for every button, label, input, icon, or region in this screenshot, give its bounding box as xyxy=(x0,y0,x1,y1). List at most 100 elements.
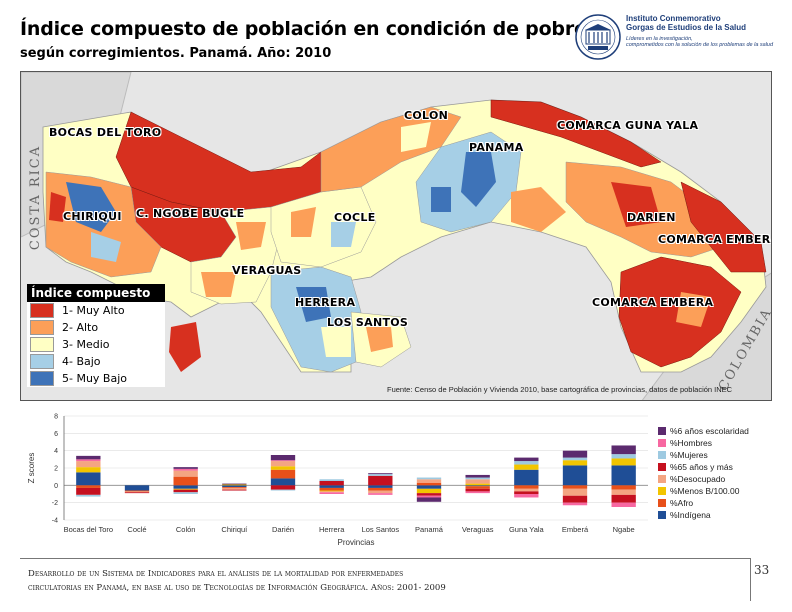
label-colon: COLON xyxy=(404,109,449,122)
chart-legend-swatch xyxy=(658,427,666,435)
y-tick-label: -2 xyxy=(52,500,58,507)
legend-title: Índice compuesto xyxy=(27,284,165,302)
logo-line-1: Instituto Conmemorativo xyxy=(626,14,721,23)
bar-segment xyxy=(416,485,442,489)
bar-segment xyxy=(368,473,393,475)
zscore-chart: -4 -2 0 2 4 6 8 Z scores Bocas del Toro Coclé Coló… xyxy=(20,408,772,553)
label-herrera: HERRERA xyxy=(295,296,356,309)
seal-icon xyxy=(575,14,621,60)
chart-legend-label: %Hombres xyxy=(670,438,712,448)
x-tick-label: Emberá xyxy=(562,525,589,534)
legend-item: 3- Medio xyxy=(27,336,165,353)
legend-item: 1- Muy Alto xyxy=(27,302,165,319)
bar-segment xyxy=(173,489,198,493)
y-tick-label: 2 xyxy=(54,466,58,473)
map-legend: Índice compuesto 1- Muy Alto 2- Alto 3- Me… xyxy=(27,284,165,387)
bar-segment xyxy=(368,475,393,486)
source-note: Fuente: Censo de Población y Vivienda 20… xyxy=(387,385,733,394)
bar-segment xyxy=(562,502,588,506)
chart-legend-label: %65 años y más xyxy=(670,462,733,472)
label-darien: DARIEN xyxy=(627,211,676,224)
map-shapes xyxy=(21,72,771,400)
x-tick-label: Herrera xyxy=(319,525,345,534)
chart-legend-label: %Desocupado xyxy=(670,474,726,484)
bar-segment xyxy=(611,489,636,495)
bar-segment xyxy=(173,470,198,477)
bar-segment xyxy=(368,474,393,476)
bar-segment xyxy=(270,455,296,461)
bar-segment xyxy=(124,492,150,494)
legend-swatch xyxy=(30,320,54,335)
bar-segment xyxy=(611,502,636,507)
bar-segment xyxy=(514,464,539,470)
chart-legend-swatch xyxy=(658,487,666,495)
label-panama: PANAMA xyxy=(469,141,524,154)
x-tick-label: Guna Yala xyxy=(509,525,545,534)
legend-item: 5- Muy Bajo xyxy=(27,370,165,387)
y-tick-label: -4 xyxy=(52,518,58,525)
bar-segment xyxy=(222,489,247,491)
bar-segment xyxy=(368,493,393,495)
x-tick-label: Ngabe xyxy=(613,525,635,534)
bar-segment xyxy=(270,466,296,470)
bar-segment xyxy=(124,490,150,492)
bar-segment xyxy=(76,487,101,495)
legend-swatch xyxy=(30,303,54,318)
legend-item: 2- Alto xyxy=(27,319,165,336)
chart-legend-swatch xyxy=(658,463,666,471)
label-bocas-del-toro: BOCAS DEL TORO xyxy=(49,126,162,139)
x-tick-label: Coclé xyxy=(127,525,146,534)
page-subtitle: según corregimientos. Panamá. Año: 2010 xyxy=(20,46,332,61)
bar-segment xyxy=(514,491,539,494)
label-chiriqui: CHIRIQUI xyxy=(63,210,122,223)
bar-segment xyxy=(319,490,344,492)
legend-label: 4- Bajo xyxy=(62,355,101,368)
bar-segment xyxy=(465,486,490,489)
legend-swatch xyxy=(30,371,54,386)
bar-segment xyxy=(416,488,442,494)
bar-segment xyxy=(319,491,344,493)
bar-segment xyxy=(173,485,198,489)
bar-segment xyxy=(368,485,393,488)
legend-label: 2- Alto xyxy=(62,321,99,334)
x-tick-label: Chiriquí xyxy=(221,525,248,534)
bar-segment xyxy=(611,494,636,503)
label-los-santos: LOS SANTOS xyxy=(327,316,409,329)
bar-segment xyxy=(465,474,490,478)
bar-segment xyxy=(611,454,636,459)
label-comarca-embera-1: COMARCA EMBERA xyxy=(658,233,772,246)
bar-segment xyxy=(270,478,296,486)
bar-segment xyxy=(562,450,588,458)
chart-legend-label: %Mujeres xyxy=(670,450,708,460)
legend-item: 4- Bajo xyxy=(27,353,165,370)
label-comarca-embera-2: COMARCA EMBERA xyxy=(592,296,714,309)
y-axis-label: Z scores xyxy=(27,453,36,484)
bar-segment xyxy=(514,488,539,492)
bar-segment xyxy=(76,494,101,497)
bar-segment xyxy=(416,477,442,480)
chart-legend-label: %6 años escolaridad xyxy=(670,426,749,436)
y-tick-label: 8 xyxy=(54,414,58,421)
bar-segment xyxy=(76,459,101,462)
footer-line-1: Desarrollo de un Sistema de Indicadores … xyxy=(28,569,404,579)
bar-segment xyxy=(465,488,490,492)
bar-segment xyxy=(611,458,636,466)
chart-legend-swatch xyxy=(658,475,666,483)
x-tick-label: Los Santos xyxy=(362,525,400,534)
bar-segment xyxy=(173,488,198,490)
bar-segment xyxy=(76,472,101,486)
label-cocle: COCLE xyxy=(334,211,376,224)
footer: Desarrollo de un Sistema de Indicadores … xyxy=(20,558,751,601)
y-tick-label: 6 xyxy=(54,431,58,438)
bar-segment xyxy=(611,465,636,486)
chart-legend-label: %Afro xyxy=(670,498,693,508)
bar-segment xyxy=(124,485,150,491)
legend-label: 5- Muy Bajo xyxy=(62,372,128,385)
bar-segment xyxy=(514,485,539,489)
bar-segment xyxy=(319,492,344,494)
costa-rica-label: COSTA RICA xyxy=(28,144,44,251)
bar-segment xyxy=(416,497,442,502)
legend-label: 3- Medio xyxy=(62,338,110,351)
bar-segment xyxy=(222,483,247,485)
bar-segment xyxy=(270,489,296,491)
